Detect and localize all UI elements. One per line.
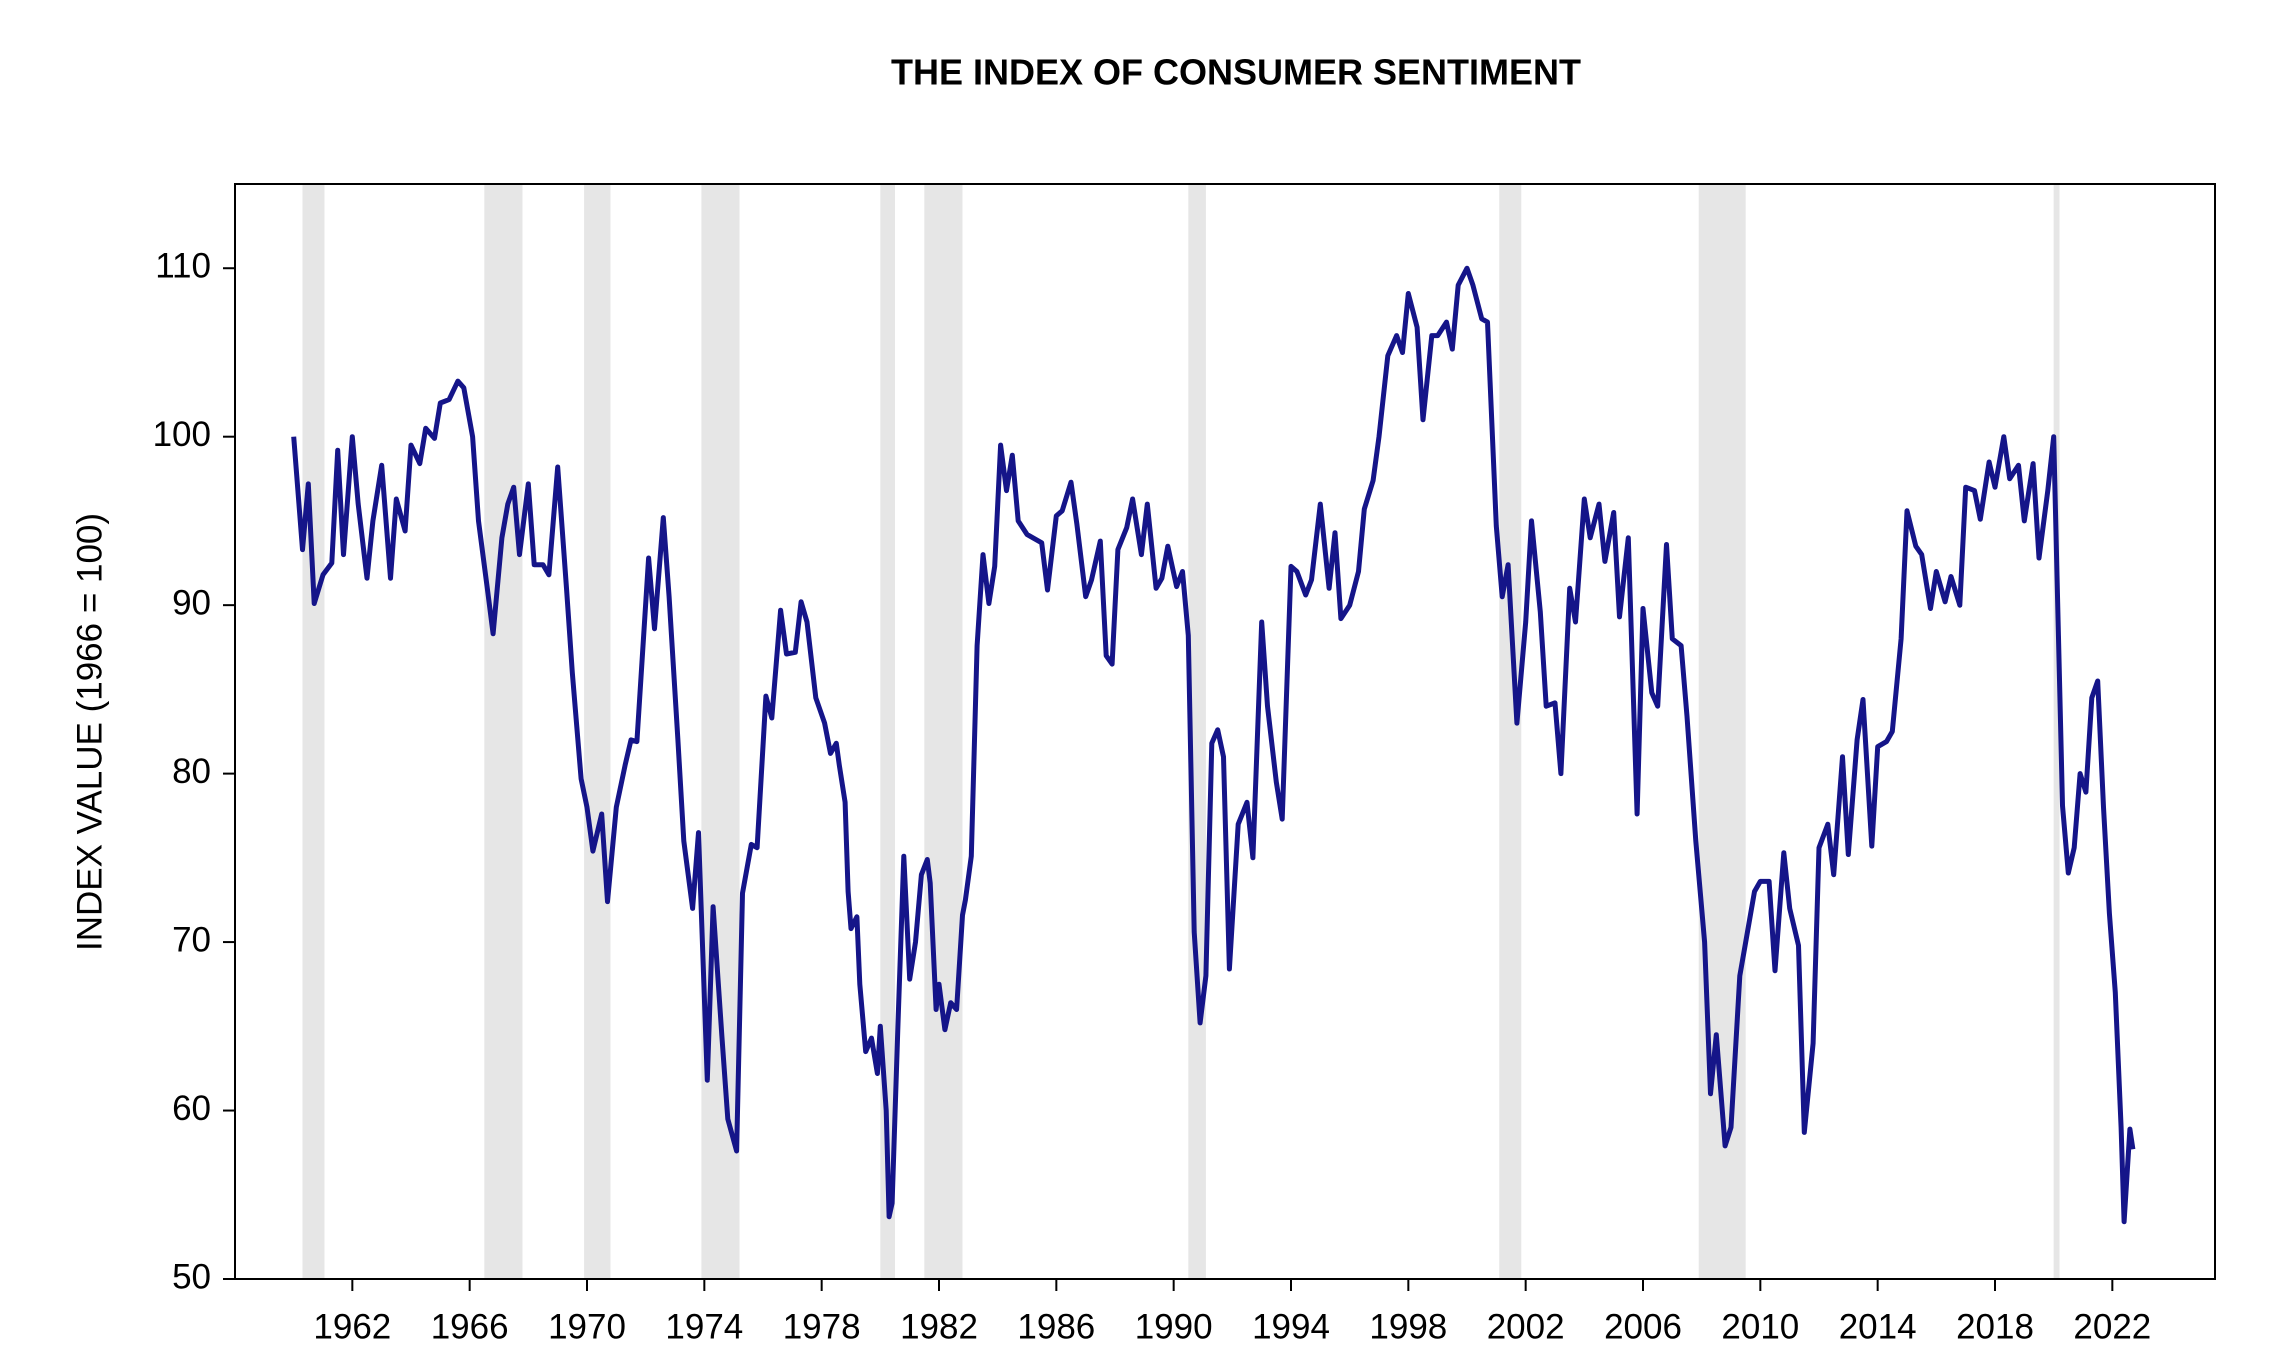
- recession-band: [1499, 184, 1522, 1279]
- x-tick-label: 2002: [1487, 1307, 1565, 1346]
- y-tick-label: 80: [172, 752, 211, 791]
- recession-band: [584, 184, 611, 1279]
- x-tick-label: 1990: [1135, 1307, 1213, 1346]
- x-tick-label: 2014: [1839, 1307, 1917, 1346]
- y-axis-label: INDEX VALUE (1966 = 100): [70, 513, 109, 951]
- y-tick-label: 70: [172, 920, 211, 959]
- x-tick-label: 1962: [313, 1307, 391, 1346]
- x-tick-label: 1966: [431, 1307, 509, 1346]
- data-line: [291, 265, 2136, 1225]
- recession-band: [924, 184, 963, 1279]
- x-tick-label: 1974: [665, 1307, 743, 1346]
- y-tick-label: 100: [153, 415, 211, 454]
- recession-band: [701, 184, 740, 1279]
- x-tick-label: 2010: [1721, 1307, 1799, 1346]
- recession-band: [880, 184, 895, 1279]
- x-tick-label: 1994: [1252, 1307, 1330, 1346]
- x-tick-label: 2006: [1604, 1307, 1682, 1346]
- x-tick-label: 2022: [2073, 1307, 2151, 1346]
- recession-band: [302, 184, 325, 1279]
- x-tick-label: 1978: [783, 1307, 861, 1346]
- x-tick-label: 2018: [1956, 1307, 2034, 1346]
- chart-title: THE INDEX OF CONSUMER SENTIMENT: [891, 52, 1581, 93]
- y-tick-label: 60: [172, 1089, 211, 1128]
- x-tick-label: 1998: [1369, 1307, 1447, 1346]
- plot-frame: [234, 183, 2216, 1280]
- y-tick-label: 50: [172, 1257, 211, 1296]
- x-tick-label: 1982: [900, 1307, 978, 1346]
- y-tick-label: 110: [155, 246, 211, 285]
- recession-band: [484, 184, 523, 1279]
- x-tick-label: 1986: [1017, 1307, 1095, 1346]
- x-tick-label: 1970: [548, 1307, 626, 1346]
- y-tick-label: 90: [172, 583, 211, 622]
- recession-band: [2053, 184, 2060, 1279]
